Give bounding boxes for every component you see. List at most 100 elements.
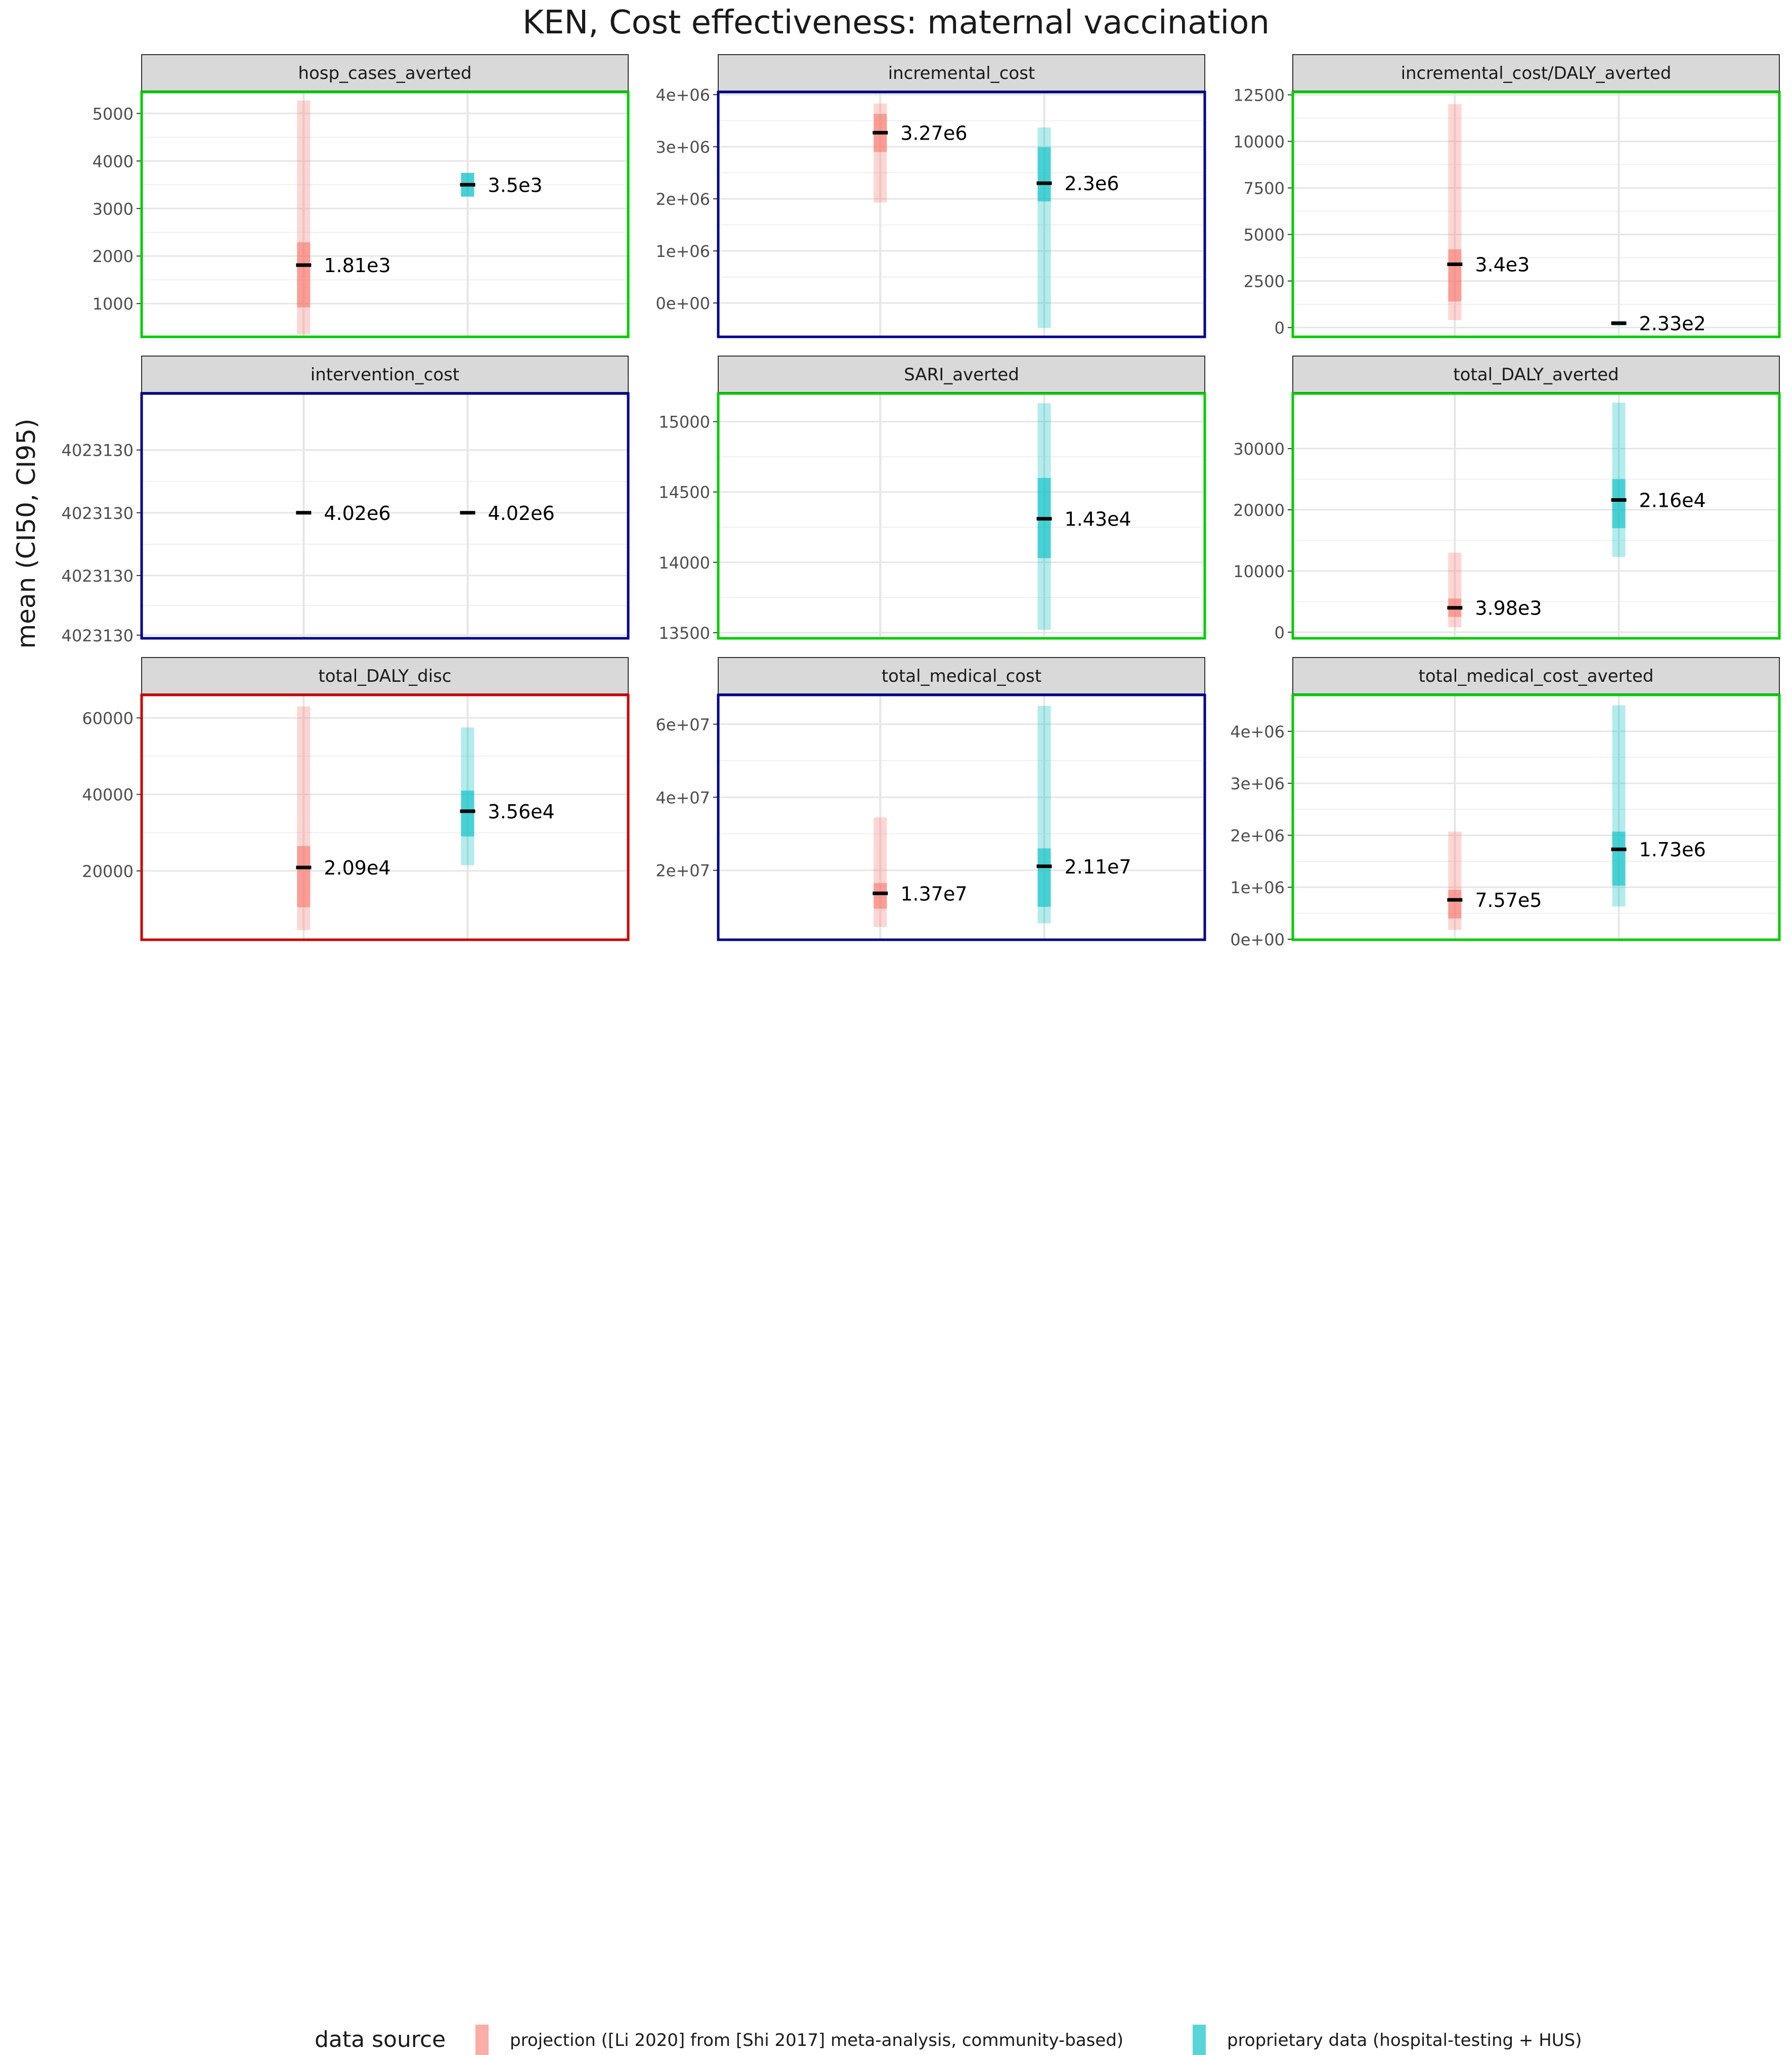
legend: data source projection ([Li 2020] from [… xyxy=(0,1007,1792,2055)
y-tick-label-hosp-cases-averted: 5000 xyxy=(93,104,134,123)
y-tick-label-total-medical-cost-averted: 3e+06 xyxy=(1230,774,1285,794)
facet-strip-incremental-cost xyxy=(718,54,1205,92)
y-tick-label-intervention-cost: 4023130 xyxy=(61,504,134,523)
legend-label-projection: projection ([Li 2020] from [Shi 2017] me… xyxy=(510,2030,1124,2050)
chart-title: KEN, Cost effectiveness: maternal vaccin… xyxy=(522,4,1270,41)
mean-label-proprietary-incremental-cost-daly-averted: 2.33e2 xyxy=(1639,313,1706,335)
facet-title-intervention-cost: intervention_cost xyxy=(311,365,459,385)
mean-label-proprietary-hosp-cases-averted: 3.5e3 xyxy=(488,174,543,196)
facet-strip-sari-averted xyxy=(718,356,1205,393)
ci50-bar-projection-total-daly-disc xyxy=(297,846,311,907)
ci50-bar-proprietary-incremental-cost xyxy=(1037,147,1051,202)
y-tick-label-sari-averted: 15000 xyxy=(659,413,710,432)
facet-title-sari-averted: SARI_averted xyxy=(904,365,1019,385)
y-tick-label-incremental-cost: 2e+06 xyxy=(655,190,710,209)
panel-bg-total-medical-cost-averted xyxy=(1293,695,1779,940)
mean-label-proprietary-total-daly-averted: 2.16e4 xyxy=(1639,490,1706,512)
ci50-bar-projection-incremental-cost-daly-averted xyxy=(1448,249,1462,302)
y-tick-label-total-daly-averted: 30000 xyxy=(1233,440,1285,459)
ci50-bar-proprietary-total-medical-cost xyxy=(1037,848,1051,907)
ci50-bar-projection-total-medical-cost-averted xyxy=(1448,890,1462,919)
panel-bg-total-daly-disc xyxy=(142,695,628,940)
y-tick-label-sari-averted: 14000 xyxy=(659,553,710,573)
y-tick-label-total-medical-cost: 2e+07 xyxy=(655,861,710,881)
y-tick-label-total-daly-averted: 20000 xyxy=(1233,501,1285,520)
legend-title: data source xyxy=(315,2027,446,2052)
ci50-bar-proprietary-total-daly-disc xyxy=(461,791,474,837)
mean-label-proprietary-sari-averted: 1.43e4 xyxy=(1065,508,1131,531)
panel-bg-hosp-cases-averted xyxy=(142,92,628,337)
facet-title-total-daly-averted: total_DALY_averted xyxy=(1453,365,1619,385)
ci50-bar-proprietary-total-medical-cost-averted xyxy=(1612,832,1626,886)
y-tick-label-total-medical-cost-averted: 2e+06 xyxy=(1230,826,1285,845)
y-tick-label-sari-averted: 13500 xyxy=(659,624,710,643)
mean-label-projection-total-daly-averted: 3.98e3 xyxy=(1475,597,1542,620)
facet-strip-total-daly-averted xyxy=(1292,356,1780,393)
facet-strip-total-daly-disc xyxy=(141,657,629,694)
y-tick-label-intervention-cost: 4023130 xyxy=(61,626,134,645)
mean-label-projection-incremental-cost-daly-averted: 3.4e3 xyxy=(1475,253,1529,276)
mean-label-projection-hosp-cases-averted: 1.81e3 xyxy=(324,254,390,277)
mean-label-proprietary-total-daly-disc: 3.56e4 xyxy=(488,801,555,823)
mean-label-projection-incremental-cost: 3.27e6 xyxy=(900,122,967,144)
y-tick-label-total-daly-disc: 20000 xyxy=(82,862,134,881)
y-tick-label-total-medical-cost-averted: 4e+06 xyxy=(1230,722,1285,741)
facet-strip-incremental-cost-daly-averted xyxy=(1292,54,1780,92)
y-tick-label-incremental-cost: 3e+06 xyxy=(655,138,710,157)
panel-border-total-daly-averted xyxy=(1291,392,1781,640)
ci50-bar-projection-total-medical-cost xyxy=(873,883,887,909)
panel-bg-incremental-cost-daly-averted xyxy=(1293,92,1779,337)
ci95-bar-projection-total-medical-cost xyxy=(873,817,887,927)
y-tick-label-hosp-cases-averted: 2000 xyxy=(93,247,134,266)
mean-label-projection-total-medical-cost-averted: 7.57e5 xyxy=(1475,889,1542,911)
y-tick-label-total-daly-disc: 60000 xyxy=(82,709,134,728)
mean-label-proprietary-total-medical-cost-averted: 1.73e6 xyxy=(1639,839,1706,861)
y-tick-label-incremental-cost-daly-averted: 12500 xyxy=(1233,86,1285,105)
facet-strip-total-medical-cost xyxy=(718,657,1205,694)
panel-border-total-medical-cost xyxy=(717,693,1206,941)
y-tick-label-incremental-cost-daly-averted: 2500 xyxy=(1244,272,1285,291)
facet-title-total-medical-cost: total_medical_cost xyxy=(882,666,1041,686)
y-tick-label-incremental-cost: 1e+06 xyxy=(655,242,710,261)
facet-strip-total-medical-cost-averted xyxy=(1292,657,1780,694)
facet-strip-intervention-cost xyxy=(141,356,629,393)
ci50-bar-projection-hosp-cases-averted xyxy=(297,242,311,308)
facet-chart-grid: hosp_cases_averted 1000 2000 3000 4000 5000 1.… xyxy=(61,54,1781,949)
y-tick-label-sari-averted: 14500 xyxy=(659,483,710,502)
y-tick-label-total-medical-cost: 6e+07 xyxy=(655,715,710,734)
y-tick-label-incremental-cost-daly-averted: 5000 xyxy=(1244,226,1285,245)
mean-label-proprietary-incremental-cost: 2.3e6 xyxy=(1065,172,1119,195)
facet-title-incremental-cost-daly-averted: incremental_cost/DALY_averted xyxy=(1401,63,1672,83)
y-tick-label-total-medical-cost: 4e+07 xyxy=(655,788,710,807)
y-tick-label-incremental-cost: 0e+00 xyxy=(655,294,710,313)
y-tick-label-total-daly-disc: 40000 xyxy=(82,785,134,805)
y-tick-label-total-medical-cost-averted: 1e+06 xyxy=(1230,878,1285,897)
panel-border-total-medical-cost-averted xyxy=(1291,693,1781,941)
facet-title-incremental-cost: incremental_cost xyxy=(888,63,1035,83)
y-tick-label-hosp-cases-averted: 3000 xyxy=(93,199,134,218)
panel-bg-total-medical-cost xyxy=(718,695,1205,940)
y-tick-label-incremental-cost: 4e+06 xyxy=(655,85,710,105)
y-tick-label-incremental-cost-daly-averted: 7500 xyxy=(1244,179,1285,198)
legend-key-proprietary xyxy=(1193,2025,1206,2055)
panel-border-incremental-cost xyxy=(717,91,1206,338)
panel-bg-sari-averted xyxy=(718,393,1205,638)
y-tick-label-total-medical-cost-averted: 0e+00 xyxy=(1230,930,1285,949)
facet-title-hosp-cases-averted: hosp_cases_averted xyxy=(298,63,471,83)
legend-label-proprietary: proprietary data (hospital-testing + HUS… xyxy=(1227,2030,1582,2050)
y-tick-label-incremental-cost-daly-averted: 0 xyxy=(1275,319,1285,338)
facet-title-total-medical-cost-averted: total_medical_cost_averted xyxy=(1418,666,1653,686)
panel-bg-incremental-cost xyxy=(718,92,1205,337)
facet-strip-hosp-cases-averted xyxy=(141,54,629,92)
facet-title-total-daly-disc: total_DALY_disc xyxy=(318,666,451,686)
mean-label-projection-total-medical-cost: 1.37e7 xyxy=(900,883,967,905)
y-tick-label-hosp-cases-averted: 4000 xyxy=(93,152,134,171)
legend-key-projection xyxy=(475,2025,489,2055)
y-tick-label-incremental-cost-daly-averted: 10000 xyxy=(1233,133,1285,152)
panel-border-hosp-cases-averted xyxy=(140,91,630,338)
panel-border-incremental-cost-daly-averted xyxy=(1291,91,1781,338)
mean-label-proprietary-total-medical-cost: 2.11e7 xyxy=(1065,856,1131,878)
panel-bg-intervention-cost xyxy=(142,393,628,638)
y-tick-label-total-daly-averted: 0 xyxy=(1275,623,1285,642)
mean-label-projection-total-daly-disc: 2.09e4 xyxy=(324,857,390,879)
